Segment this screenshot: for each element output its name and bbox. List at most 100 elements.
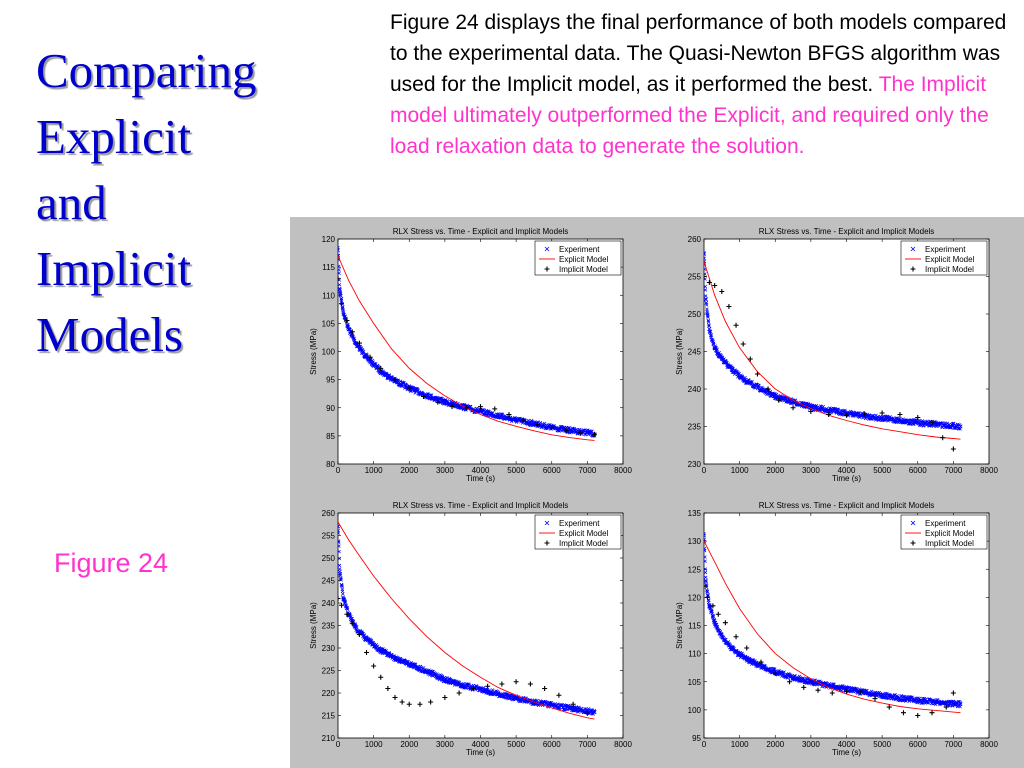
implicit-point: [808, 409, 814, 414]
plot-area: [337, 512, 624, 739]
figure-panel: RLX Stress vs. Time - Explicit and Impli…: [290, 217, 1024, 768]
y-tick-label: 230: [322, 644, 336, 653]
x-tick-label: 4000: [472, 740, 490, 749]
plot-marks: [338, 521, 597, 720]
experiment-point: [910, 695, 914, 699]
experiment-point: [467, 682, 471, 687]
experiment-data-point: [407, 661, 412, 666]
y-tick-label: 105: [688, 678, 702, 687]
experiment-data-point: [567, 428, 572, 433]
y-tick-label: 95: [692, 734, 701, 743]
experiment-data-point: [353, 625, 358, 630]
x-tick-label: 5000: [507, 740, 525, 749]
implicit-point: [549, 424, 555, 430]
y-axis-label: Stress (MPa): [309, 602, 318, 649]
experiment-data-point: [585, 430, 590, 435]
experiment-point: [704, 575, 708, 580]
experiment-data-point: [951, 423, 956, 428]
experiment-point: [338, 264, 341, 269]
implicit-point: [406, 701, 412, 707]
implicit-point: [772, 670, 778, 676]
y-tick-label: 250: [688, 310, 702, 319]
experiment-point: [886, 696, 890, 701]
experiment-point: [445, 399, 450, 403]
x-tick-label: 0: [336, 740, 341, 749]
x-tick-label: 7000: [578, 740, 596, 749]
legend-marker-experiment: [910, 520, 916, 526]
legend-label: Experiment: [925, 245, 966, 254]
implicit-point: [506, 412, 512, 417]
title-line: Implicit: [36, 241, 192, 296]
experiment-point: [500, 412, 505, 417]
x-tick-label: 2000: [400, 466, 418, 475]
series-explicit-model: [338, 255, 595, 441]
legend-label: Implicit Model: [559, 265, 608, 274]
experiment-point: [385, 372, 389, 377]
x-tick-label: 1000: [731, 740, 749, 749]
implicit-point: [915, 415, 921, 420]
experiment-point: [814, 403, 819, 408]
implicit-point: [715, 611, 721, 617]
experiment-data-point: [514, 696, 519, 701]
y-tick-label: 260: [322, 509, 336, 518]
experiment-data-point: [791, 675, 796, 680]
experiment-point: [338, 531, 341, 535]
experiment-data-point: [773, 394, 778, 399]
experiment-point: [836, 407, 840, 412]
implicit-point: [950, 690, 956, 696]
implicit-point: [435, 399, 441, 405]
experiment-data-point: [442, 400, 447, 405]
series-explicit-model: [338, 521, 595, 720]
implicit-point: [392, 377, 398, 383]
implicit-point: [478, 404, 483, 410]
implicit-point: [378, 674, 384, 680]
y-tick-label: 85: [326, 432, 335, 441]
experiment-point: [919, 423, 923, 427]
experiment-point: [707, 323, 711, 327]
experiment-point: [705, 590, 709, 594]
experiment-data-point: [707, 603, 712, 608]
y-tick-label: 95: [326, 376, 335, 385]
implicit-point: [499, 681, 505, 687]
experiment-data-point: [958, 702, 963, 707]
legend-label: Implicit Model: [925, 539, 974, 548]
experiment-point: [592, 708, 597, 713]
experiment-data-point: [338, 287, 342, 292]
experiment-point: [704, 584, 709, 588]
experiment-data-point: [478, 687, 483, 692]
experiment-data-point: [338, 524, 341, 529]
experiment-point: [339, 296, 344, 301]
series-implicit-model: [338, 275, 597, 437]
legend-label: Explicit Model: [925, 255, 975, 264]
implicit-point: [535, 422, 540, 428]
y-tick-label: 125: [688, 565, 702, 574]
x-tick-label: 4000: [472, 466, 490, 475]
experiment-data-point: [442, 677, 447, 682]
experiment-point: [865, 689, 869, 693]
experiment-point: [821, 404, 825, 409]
x-axis-label: Time (s): [466, 748, 495, 757]
implicit-point: [356, 340, 362, 346]
experiment-point: [704, 303, 709, 307]
y-tick-label: 245: [322, 577, 336, 586]
experiment-data-point: [880, 693, 885, 698]
experiment-point: [772, 667, 776, 672]
experiment-point: [704, 284, 708, 289]
experiment-data-point: [338, 569, 342, 574]
x-tick-label: 1000: [731, 466, 749, 475]
experiment-point: [345, 606, 350, 610]
experiment-data-point: [758, 663, 764, 669]
experiment-point: [706, 320, 711, 324]
implicit-point: [449, 404, 455, 410]
x-tick-label: 3000: [436, 466, 454, 475]
experiment-data-point: [730, 647, 735, 652]
experiment-point: [893, 418, 898, 423]
title-line: and: [36, 175, 107, 230]
x-axis-label: Time (s): [832, 748, 861, 757]
experiment-point: [704, 567, 708, 571]
experiment-point: [867, 413, 872, 418]
y-tick-label: 260: [688, 235, 702, 244]
experiment-data-point: [364, 355, 369, 360]
experiment-point: [705, 589, 710, 594]
chart-2: RLX Stress vs. Time - Explicit and Impli…: [675, 227, 998, 483]
